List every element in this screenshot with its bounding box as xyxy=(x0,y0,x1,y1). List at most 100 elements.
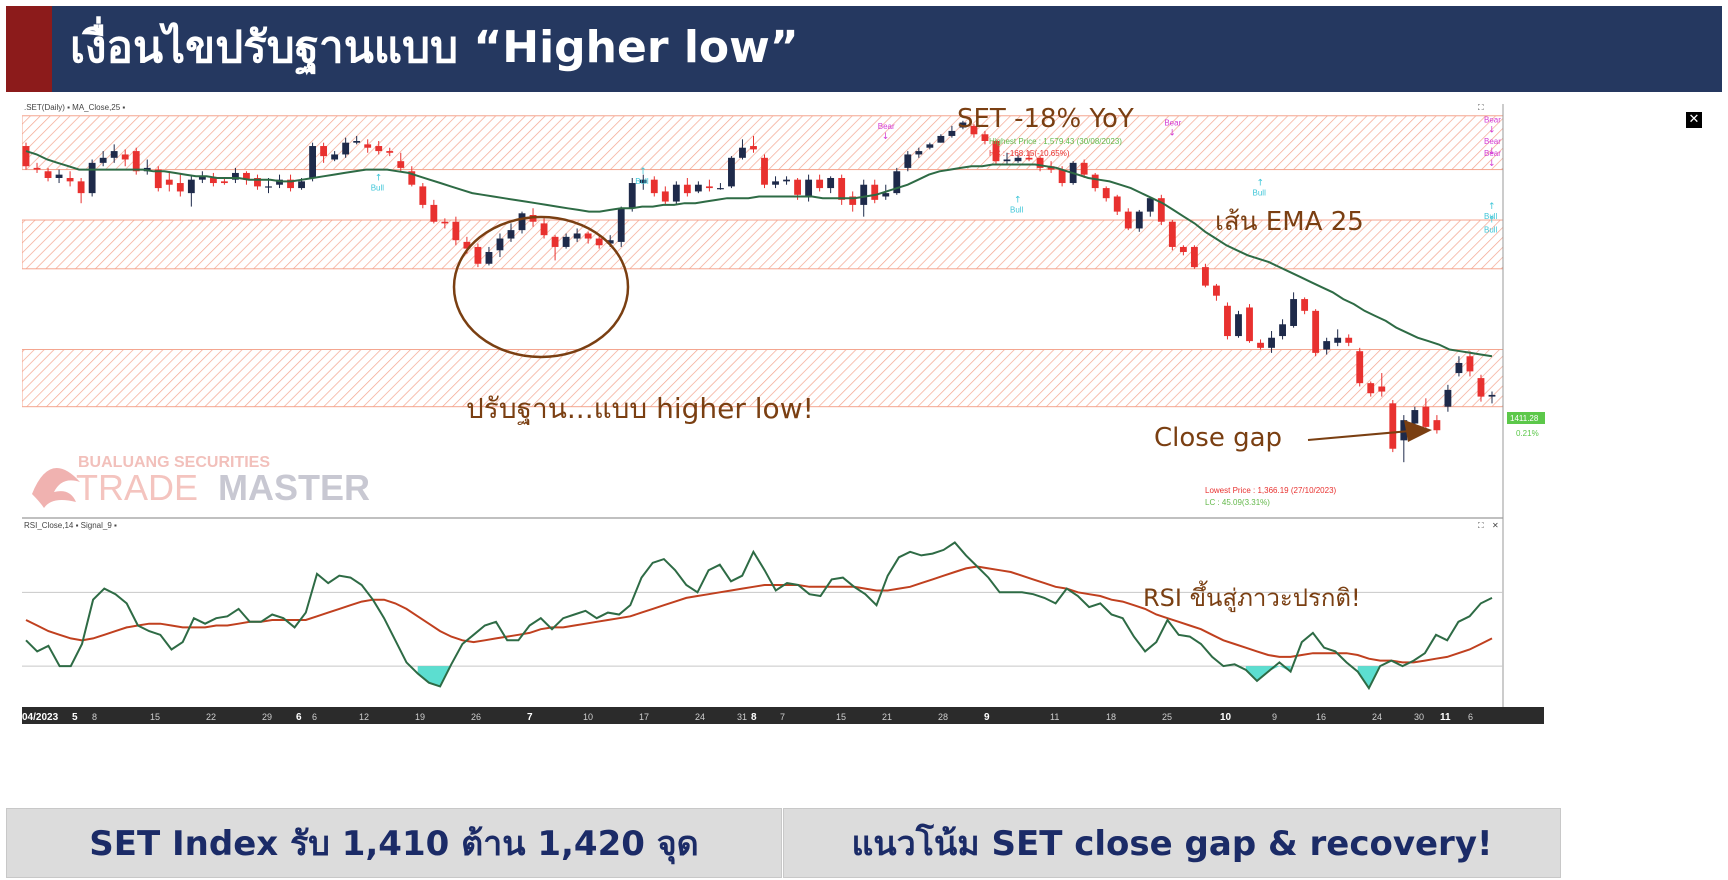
last-price-change: 0.21% xyxy=(1516,429,1539,438)
x-tick-label: 18 xyxy=(1106,712,1116,722)
candle-body xyxy=(441,221,449,224)
candle-body xyxy=(1455,362,1463,374)
highest-change-label: HC : -168.15(-10.65%) xyxy=(989,149,1070,158)
candle-body xyxy=(683,184,691,194)
candle-body xyxy=(1312,310,1320,353)
close-chart-icon[interactable]: ✕ xyxy=(1686,112,1702,128)
candle-body xyxy=(794,179,801,195)
candle-body xyxy=(331,154,339,160)
candle-body xyxy=(573,233,581,239)
x-tick-label: 10 xyxy=(1220,712,1232,723)
candle-body xyxy=(1014,157,1022,162)
candle-body xyxy=(1268,337,1275,348)
yoy-annotation: SET -18% YoY xyxy=(957,104,1134,134)
candle-body xyxy=(452,221,460,241)
candle-body xyxy=(198,176,206,180)
maximize-rsi-icon[interactable]: ⛶ xyxy=(1477,521,1484,530)
candle-body xyxy=(77,181,85,194)
candle-body xyxy=(981,134,989,141)
candle-body xyxy=(816,179,824,189)
candle-body xyxy=(639,179,647,184)
candle-body xyxy=(1235,314,1242,337)
candle-body xyxy=(893,171,901,194)
candle-body xyxy=(860,184,868,205)
candle-body xyxy=(1124,211,1132,229)
trademaster-watermark: BUALUANG SECURITIES TRADE MASTER xyxy=(32,454,370,508)
candle-body xyxy=(165,179,173,185)
candle-body xyxy=(1179,246,1187,252)
candle-body xyxy=(430,204,438,222)
candle-body xyxy=(375,146,383,152)
candlestick-series xyxy=(22,120,1496,463)
candle-body xyxy=(694,184,702,192)
candle-body xyxy=(187,179,195,194)
bull-arrow-icon: ↑ xyxy=(1014,195,1022,205)
candle-body xyxy=(1488,394,1496,397)
candle-body xyxy=(970,125,978,135)
candle-body xyxy=(838,177,846,200)
candle-body xyxy=(595,238,603,246)
x-tick-label: 24 xyxy=(1372,712,1382,722)
candle-body xyxy=(1345,337,1353,343)
bear-signal-label: Bear xyxy=(1164,119,1181,128)
bull-arrow-icon: ↑ xyxy=(1257,179,1265,189)
candle-body xyxy=(926,144,934,148)
candle-body xyxy=(1466,356,1474,372)
watermark-logo-icon xyxy=(32,468,80,508)
candle-body xyxy=(904,154,912,168)
candle-body xyxy=(1334,337,1342,343)
x-tick-label: 28 xyxy=(938,712,948,722)
candle-body xyxy=(33,167,41,170)
rsi-annotation: RSI ขึ้นสู่ภาวะปรกติ! xyxy=(1143,580,1361,613)
chart-background xyxy=(22,104,1546,796)
header-bar: เงื่อนไขปรับฐานแบบ “Higher low” xyxy=(6,6,1722,92)
candle-body xyxy=(606,240,614,244)
x-tick-label: 12 xyxy=(359,712,369,722)
x-tick-label: 7 xyxy=(780,712,785,722)
x-tick-label: 04/2023 xyxy=(22,712,59,723)
bear-signal-label: Bear xyxy=(1484,115,1501,124)
trend-outlook-text: แนวโน้ม SET close gap & recovery! xyxy=(851,824,1493,864)
bull-signal-label: Bull xyxy=(1253,189,1267,198)
candle-body xyxy=(1025,157,1033,160)
candle-body xyxy=(1290,299,1298,326)
candle-body xyxy=(287,179,294,189)
candle-body xyxy=(209,177,217,184)
candle-body xyxy=(761,157,768,185)
ema25-line xyxy=(25,150,1493,358)
candle-body xyxy=(672,184,680,202)
candle-body xyxy=(540,223,548,236)
candle-body xyxy=(309,146,317,178)
x-tick-label: 6 xyxy=(312,712,317,722)
candle-body xyxy=(88,162,96,194)
candle-body xyxy=(463,241,471,249)
candle-body xyxy=(959,122,967,128)
last-price-value: 1411.28 xyxy=(1510,414,1539,423)
close-gap-arrow-icon xyxy=(1404,420,1432,442)
footer-left-box: SET Index รับ 1,410 ต้าน 1,420 จุด xyxy=(6,808,782,878)
candle-body xyxy=(518,213,526,231)
lowest-price-label: Lowest Price : 1,366.19 (27/10/2023) xyxy=(1205,486,1337,495)
bear-arrow-icon: ↓ xyxy=(1488,147,1496,157)
candle-body xyxy=(1323,341,1331,350)
bull-signal-label: Bull xyxy=(371,184,385,193)
candle-body xyxy=(1146,198,1154,212)
candle-body xyxy=(1246,307,1253,342)
maximize-price-icon[interactable]: ⛶ xyxy=(1477,104,1484,112)
candle-body xyxy=(1389,403,1397,449)
time-axis xyxy=(22,707,1544,724)
time-axis-ticks: 04/2023 5 8 15 22 29 6 6 12 19 26 7 10 17 24 31 8 7 15 21 28… xyxy=(22,712,1473,723)
bull-arrow-icon: ↑ xyxy=(1488,216,1496,226)
candle-body xyxy=(176,183,184,192)
candle-body xyxy=(1003,159,1011,162)
close-rsi-icon[interactable]: ✕ xyxy=(1492,521,1499,530)
x-tick-label: 7 xyxy=(527,712,533,723)
lowest-change-label: LC : 45.09(3.31%) xyxy=(1205,498,1270,507)
bear-arrow-icon: ↓ xyxy=(1488,159,1496,169)
candle-body xyxy=(66,177,74,182)
candle-body xyxy=(1378,386,1386,392)
candle-body xyxy=(1213,285,1220,296)
candle-body xyxy=(827,177,835,189)
bull-arrow-icon: ↑ xyxy=(639,167,647,177)
candle-body xyxy=(364,144,372,148)
